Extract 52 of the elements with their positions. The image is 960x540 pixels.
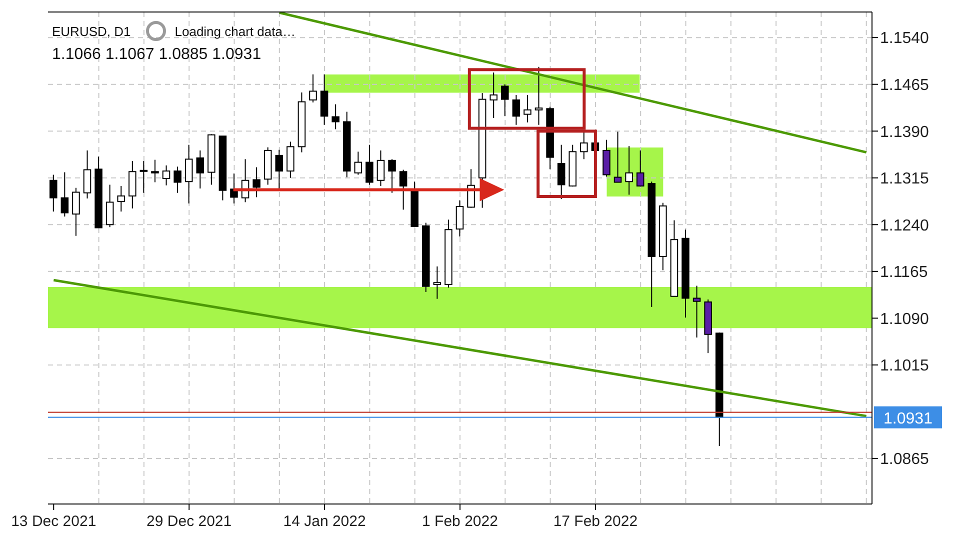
candlestick	[614, 131, 622, 183]
y-tick-label: 1.1315	[880, 170, 930, 188]
candlestick	[50, 174, 58, 212]
candlestick	[625, 146, 633, 196]
y-tick-label: 1.1390	[880, 124, 930, 141]
x-tick-label: 29 Dec 2021	[146, 513, 232, 530]
candlestick	[196, 150, 204, 189]
y-tick-label: 1.1240	[880, 217, 930, 234]
x-tick-label: 13 Dec 2021	[11, 513, 96, 530]
y-tick-label: 1.1165	[880, 264, 928, 282]
candlestick	[534, 66, 543, 126]
candlestick	[117, 185, 125, 212]
candlestick	[366, 144, 374, 186]
y-tick-label: 1.1465	[880, 77, 930, 94]
candlestick	[140, 160, 148, 194]
y-tick-label: 1.0865	[880, 451, 930, 468]
candlestick	[174, 166, 182, 194]
candlestick	[309, 74, 317, 103]
candlestick	[83, 150, 92, 199]
y-tick-label: 1.1015	[880, 358, 930, 375]
text: EURUSD, D1	[52, 24, 131, 38]
candlestick	[332, 104, 340, 130]
x-tick-label: 14 Jan 2022	[283, 513, 366, 530]
candlestick	[252, 166, 260, 198]
candlestick	[60, 172, 69, 218]
y-tick-label: 1.1090	[880, 310, 930, 328]
candlestick	[456, 200, 464, 237]
candlestick	[501, 84, 509, 117]
annotation: Loading chart data…	[174, 24, 296, 38]
candlestick	[399, 169, 408, 210]
candlestick	[433, 266, 442, 300]
ref-line-label: 1.0931	[884, 410, 933, 428]
candlestick	[524, 94, 532, 123]
text: 1.1066 1.1067 1.0885 1.0931	[52, 46, 262, 64]
candlestick	[636, 150, 644, 188]
candlestick	[557, 144, 566, 200]
candlestick	[512, 94, 520, 126]
candlestick	[72, 187, 80, 236]
candlestick	[106, 184, 114, 228]
candlestick	[692, 285, 701, 338]
candlestick	[275, 149, 284, 190]
x-tick-label: 1 Feb 2022	[422, 513, 498, 530]
candlestick	[580, 132, 588, 160]
candlestick	[184, 144, 193, 204]
y-tick-label: 1.1540	[880, 30, 930, 48]
candlestick	[376, 150, 385, 186]
candlestick	[354, 151, 362, 176]
candlestick	[490, 72, 498, 119]
candlestick	[151, 159, 159, 183]
candlestick	[162, 164, 170, 186]
candlestick	[388, 158, 396, 194]
x-tick-label: 17 Feb 2022	[553, 513, 638, 530]
